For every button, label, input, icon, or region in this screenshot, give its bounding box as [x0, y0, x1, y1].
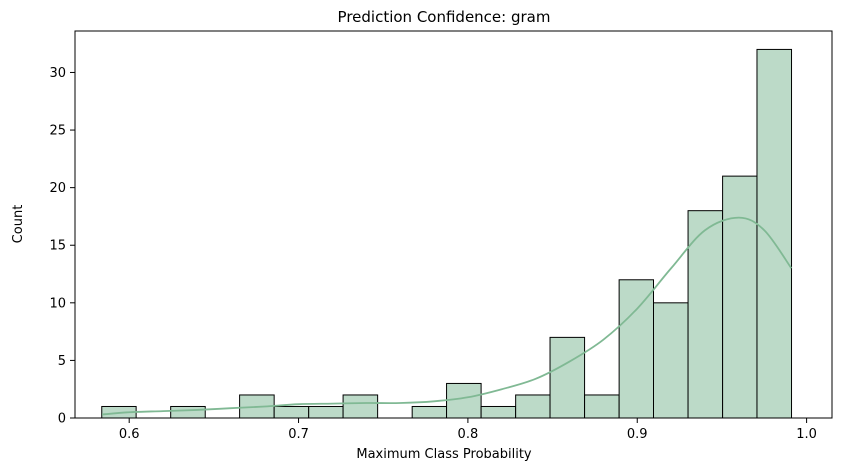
y-axis-ticks: 0 5 10 15 20 25 30	[49, 66, 75, 427]
y-tick-label: 0	[58, 412, 66, 427]
histogram-bar-16	[653, 302, 689, 419]
histogram-bar-7	[342, 394, 379, 419]
y-tick-label: 10	[49, 296, 66, 311]
x-axis-label: Maximum Class Probability	[356, 447, 532, 462]
chart-title: Prediction Confidence: gram	[338, 8, 551, 26]
y-tick-label: 15	[49, 239, 66, 254]
histogram-bar-6	[308, 405, 344, 419]
histogram-bar-5	[273, 405, 310, 419]
histogram-bar-14	[584, 394, 620, 419]
y-tick-label: 25	[49, 124, 66, 139]
x-tick-label: 0.7	[288, 427, 309, 442]
histogram-bar-11	[480, 405, 517, 419]
histogram-bar-19	[756, 48, 793, 419]
x-tick-label: 0.8	[458, 427, 479, 442]
kde-curve	[102, 216, 793, 416]
histogram-bar-10	[446, 382, 482, 419]
y-tick-label: 30	[49, 66, 66, 81]
histogram-bar-9	[411, 405, 448, 419]
kde-layer	[102, 216, 793, 416]
histogram-bar-17	[687, 210, 724, 419]
y-tick-label: 5	[58, 354, 66, 369]
histogram-bar-15	[618, 279, 655, 419]
bars-layer	[101, 48, 793, 419]
histogram-bar-18	[722, 175, 758, 419]
histogram-bar-13	[549, 336, 586, 419]
x-tick-label: 1.0	[796, 427, 817, 442]
plot-frame	[74, 30, 833, 419]
y-tick-label: 20	[49, 181, 66, 196]
histogram-bar-12	[515, 394, 551, 419]
x-axis-ticks: 0.6 0.7 0.8 0.9 1.0	[119, 418, 817, 442]
y-axis-label: Count	[11, 205, 26, 244]
x-tick-label: 0.9	[627, 427, 648, 442]
histogram-bar-2	[170, 405, 206, 419]
x-tick-label: 0.6	[119, 427, 140, 442]
